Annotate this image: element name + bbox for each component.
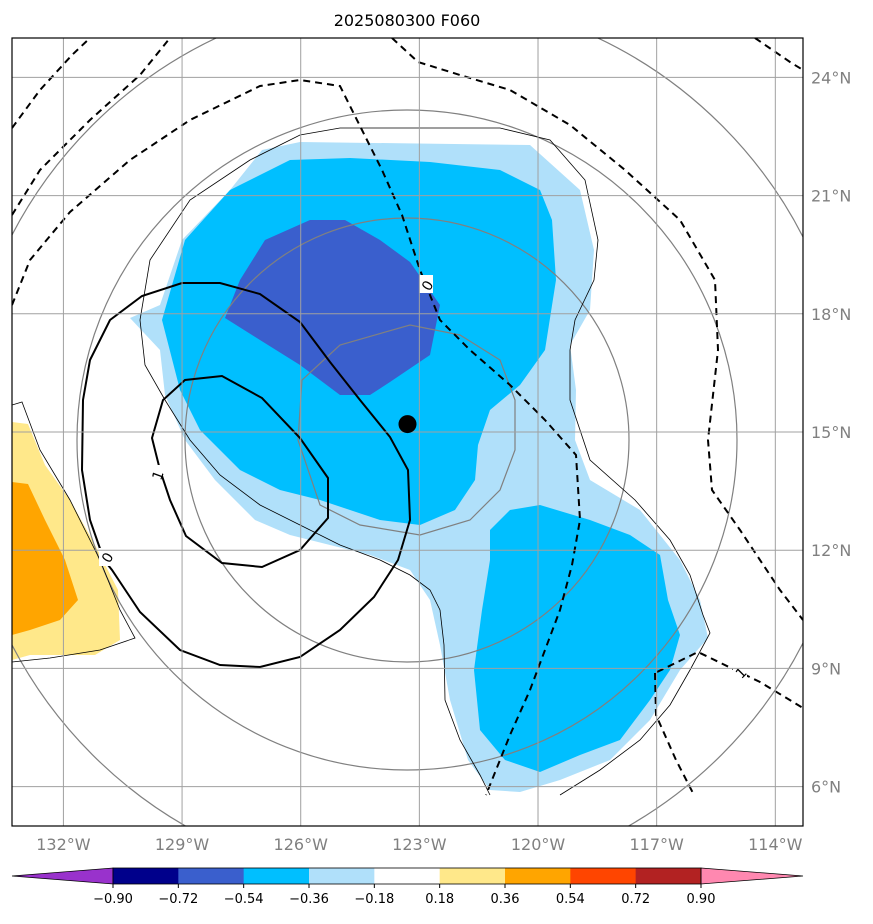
colorbar-segment	[570, 868, 637, 884]
colorbar-segment	[243, 868, 310, 884]
colorbar-tick-label: 0.36	[491, 892, 520, 907]
colorbar-tick-label: 0.54	[556, 892, 585, 907]
lat-tick-label: 6°N	[811, 778, 841, 797]
lat-tick-label: 18°N	[811, 305, 851, 324]
lon-tick-label: 120°W	[511, 835, 566, 854]
colorbar-tick-label: −0.54	[224, 892, 264, 907]
colorbar-tick-label: −0.90	[93, 892, 133, 907]
black-dot-icon	[398, 415, 417, 434]
colorbar-frame	[112, 867, 702, 885]
map-area: 0 1 0 1	[12, 38, 803, 826]
longitude-labels: 132°W 129°W 126°W 123°W 120°W 117°W 114°W	[36, 835, 802, 854]
lat-tick-label: 12°N	[811, 541, 851, 560]
colorbar-tick-label: 0.72	[621, 892, 650, 907]
colorbar-segment	[113, 868, 179, 884]
colorbar-extend-high	[700, 867, 804, 885]
lat-tick-label: 24°N	[811, 68, 851, 87]
colorbar-tick-label: 0.18	[425, 892, 454, 907]
lon-tick-label: 132°W	[36, 835, 91, 854]
lon-tick-label: 129°W	[155, 835, 210, 854]
colorbar-extend-low	[11, 867, 114, 885]
lat-tick-label: 15°N	[811, 423, 851, 442]
lat-tick-label: 9°N	[811, 659, 841, 678]
solid-contour-1	[150, 374, 329, 569]
distance-rings	[12, 38, 803, 826]
colorbar-segment	[374, 868, 441, 884]
anomaly-fill-layer	[12, 142, 708, 792]
orange-region-west	[12, 482, 78, 635]
lon-tick-label: 123°W	[392, 835, 447, 854]
cyan-region-south	[474, 505, 680, 772]
lon-tick-label: 117°W	[629, 835, 684, 854]
lat-tick-label: 21°N	[811, 187, 851, 206]
colorbar-segment	[309, 868, 375, 884]
lon-tick-label: 126°W	[274, 835, 329, 854]
contour-labels: 0 1 0 1	[99, 275, 751, 682]
solid-contours	[80, 282, 412, 669]
colorbar-tick-label: −0.36	[289, 892, 329, 907]
colorbar-tick-label: −0.18	[354, 892, 394, 907]
latitude-labels: 24°N 21°N 18°N 15°N 12°N 9°N 6°N	[811, 68, 851, 796]
colorbar-segment	[439, 868, 506, 884]
colorbar-tick-label: −0.72	[158, 892, 198, 907]
map-title: 2025080300 F060	[334, 11, 481, 30]
map-frame	[11, 37, 804, 827]
colorbar-segment	[635, 868, 702, 884]
lon-tick-label: 114°W	[748, 835, 803, 854]
colorbar-segment	[505, 868, 571, 884]
colorbar-segment	[178, 868, 245, 884]
colorbar-tick-label: 0.90	[687, 892, 716, 907]
colorbar: −0.90 −0.72 −0.54 −0.36 −0.18 0.18 0.36 0.54 0.7…	[11, 867, 804, 907]
solid-contour-0	[80, 282, 412, 669]
blue-region-core	[225, 220, 440, 395]
